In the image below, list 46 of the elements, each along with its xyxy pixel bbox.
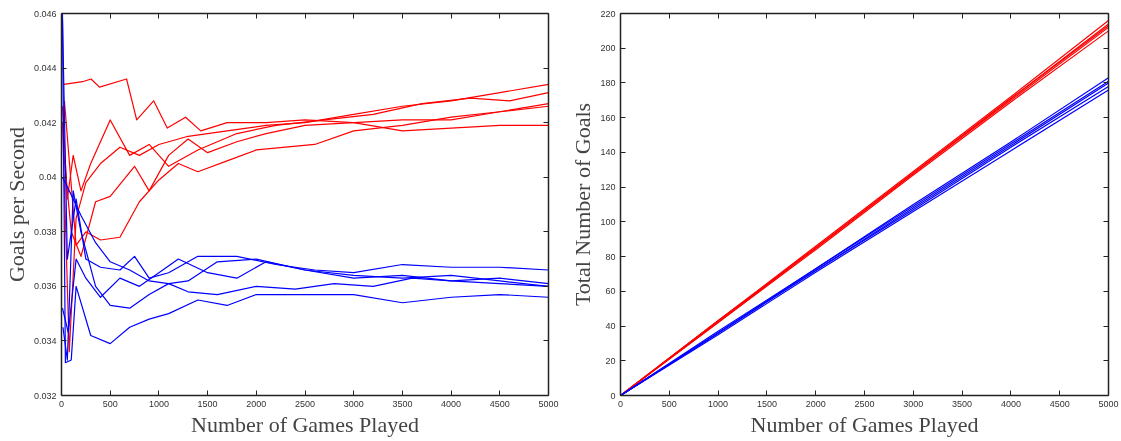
y-tick-label: 80 [605, 251, 616, 262]
y-tick-label: 40 [605, 321, 616, 332]
y-tick-label: 0.046 [33, 8, 57, 19]
x-tick-label: 0 [618, 398, 624, 409]
y-tick-label: 220 [600, 8, 616, 19]
y-tick-label: 100 [600, 216, 616, 227]
x-tick-label: 3500 [952, 398, 973, 409]
x-tick-label: 1500 [756, 398, 777, 409]
y-tick-label: 60 [605, 286, 616, 297]
x-tick-label: 3000 [903, 398, 924, 409]
x-tick-label: 1000 [708, 398, 729, 409]
y-tick-label: 20 [605, 355, 616, 366]
x-tick-label: 3000 [343, 398, 364, 409]
y-tick-label: 200 [600, 43, 616, 54]
x-tick-label: 2500 [854, 398, 875, 409]
y-tick-label: 180 [600, 77, 616, 88]
x-axis-title: Number of Games Played [750, 411, 979, 437]
x-tick-label: 4500 [1049, 398, 1070, 409]
y-tick-label: 0.042 [33, 117, 57, 128]
x-tick-label: 0 [59, 398, 65, 409]
y-axis-title: Goals per Second [3, 126, 29, 283]
y-tick-label: 0 [610, 390, 616, 401]
x-tick-label: 2500 [294, 398, 316, 409]
x-tick-label: 1500 [197, 398, 218, 409]
y-tick-label: 0.04 [38, 172, 57, 183]
y-tick-label: 120 [600, 182, 616, 193]
x-tick-label: 4000 [1000, 398, 1021, 409]
x-tick-label: 5000 [1098, 398, 1119, 409]
x-axis-title: Number of Games Played [191, 411, 419, 437]
y-tick-label: 160 [600, 112, 616, 123]
y-tick-label: 0.044 [33, 63, 57, 74]
y-tick-label: 0.036 [33, 281, 57, 292]
y-tick-label: 0.038 [33, 226, 57, 237]
y-tick-label: 0.034 [33, 335, 57, 346]
x-tick-label: 5000 [538, 398, 559, 409]
x-tick-label: 1000 [148, 398, 169, 409]
x-tick-label: 3500 [392, 398, 413, 409]
x-tick-label: 4000 [441, 398, 462, 409]
y-axis-title: Total Number of Goals [570, 102, 596, 307]
x-tick-label: 2000 [246, 398, 267, 409]
x-tick-label: 2000 [805, 398, 826, 409]
x-tick-label: 500 [661, 398, 677, 409]
y-tick-label: 140 [600, 147, 616, 158]
x-tick-label: 4500 [489, 398, 510, 409]
x-tick-label: 500 [102, 398, 118, 409]
y-tick-label: 0.032 [33, 390, 57, 401]
